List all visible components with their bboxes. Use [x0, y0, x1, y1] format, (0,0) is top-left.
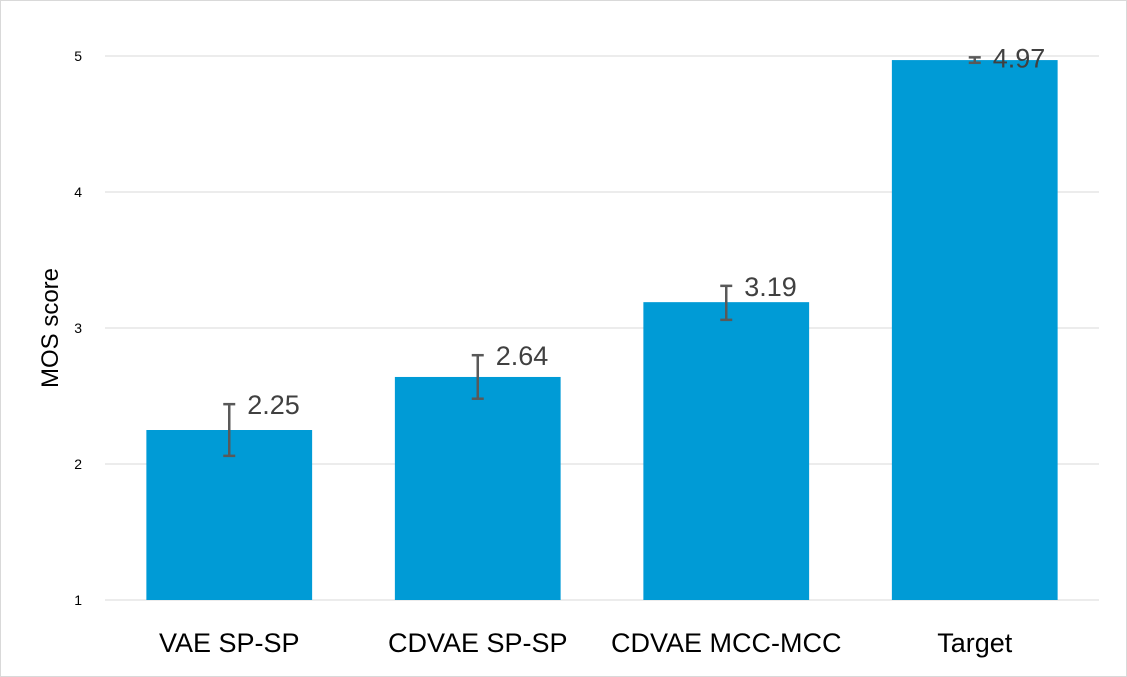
category-label-3: CDVAE MCC-MCC [611, 628, 842, 658]
data-label-3: 3.19 [744, 272, 797, 302]
category-label-1: VAE SP-SP [159, 628, 300, 658]
y-tick-labels: 1 2 3 4 5 [74, 48, 82, 608]
y-tick-label-4: 4 [74, 184, 82, 200]
category-labels: VAE SP-SP CDVAE SP-SP CDVAE MCC-MCC Target [159, 628, 1013, 658]
y-axis-title: MOS score [37, 268, 64, 388]
error-bars [223, 56, 981, 458]
data-labels: 2.25 2.64 3.19 4.97 [247, 43, 1045, 420]
bars [146, 60, 1058, 600]
category-label-2: CDVAE SP-SP [388, 628, 568, 658]
category-label-4: Target [937, 628, 1013, 658]
data-label-4: 4.97 [993, 43, 1046, 73]
y-tick-label-2: 2 [74, 456, 82, 472]
bar-1 [146, 430, 313, 600]
data-label-1: 2.25 [247, 390, 300, 420]
bar-4 [891, 60, 1058, 600]
y-tick-label-5: 5 [74, 48, 82, 64]
y-tick-label-1: 1 [74, 592, 82, 608]
bar-2 [394, 376, 561, 600]
y-tick-label-3: 3 [74, 320, 82, 336]
bar-3 [643, 302, 810, 600]
data-label-2: 2.64 [496, 341, 549, 371]
